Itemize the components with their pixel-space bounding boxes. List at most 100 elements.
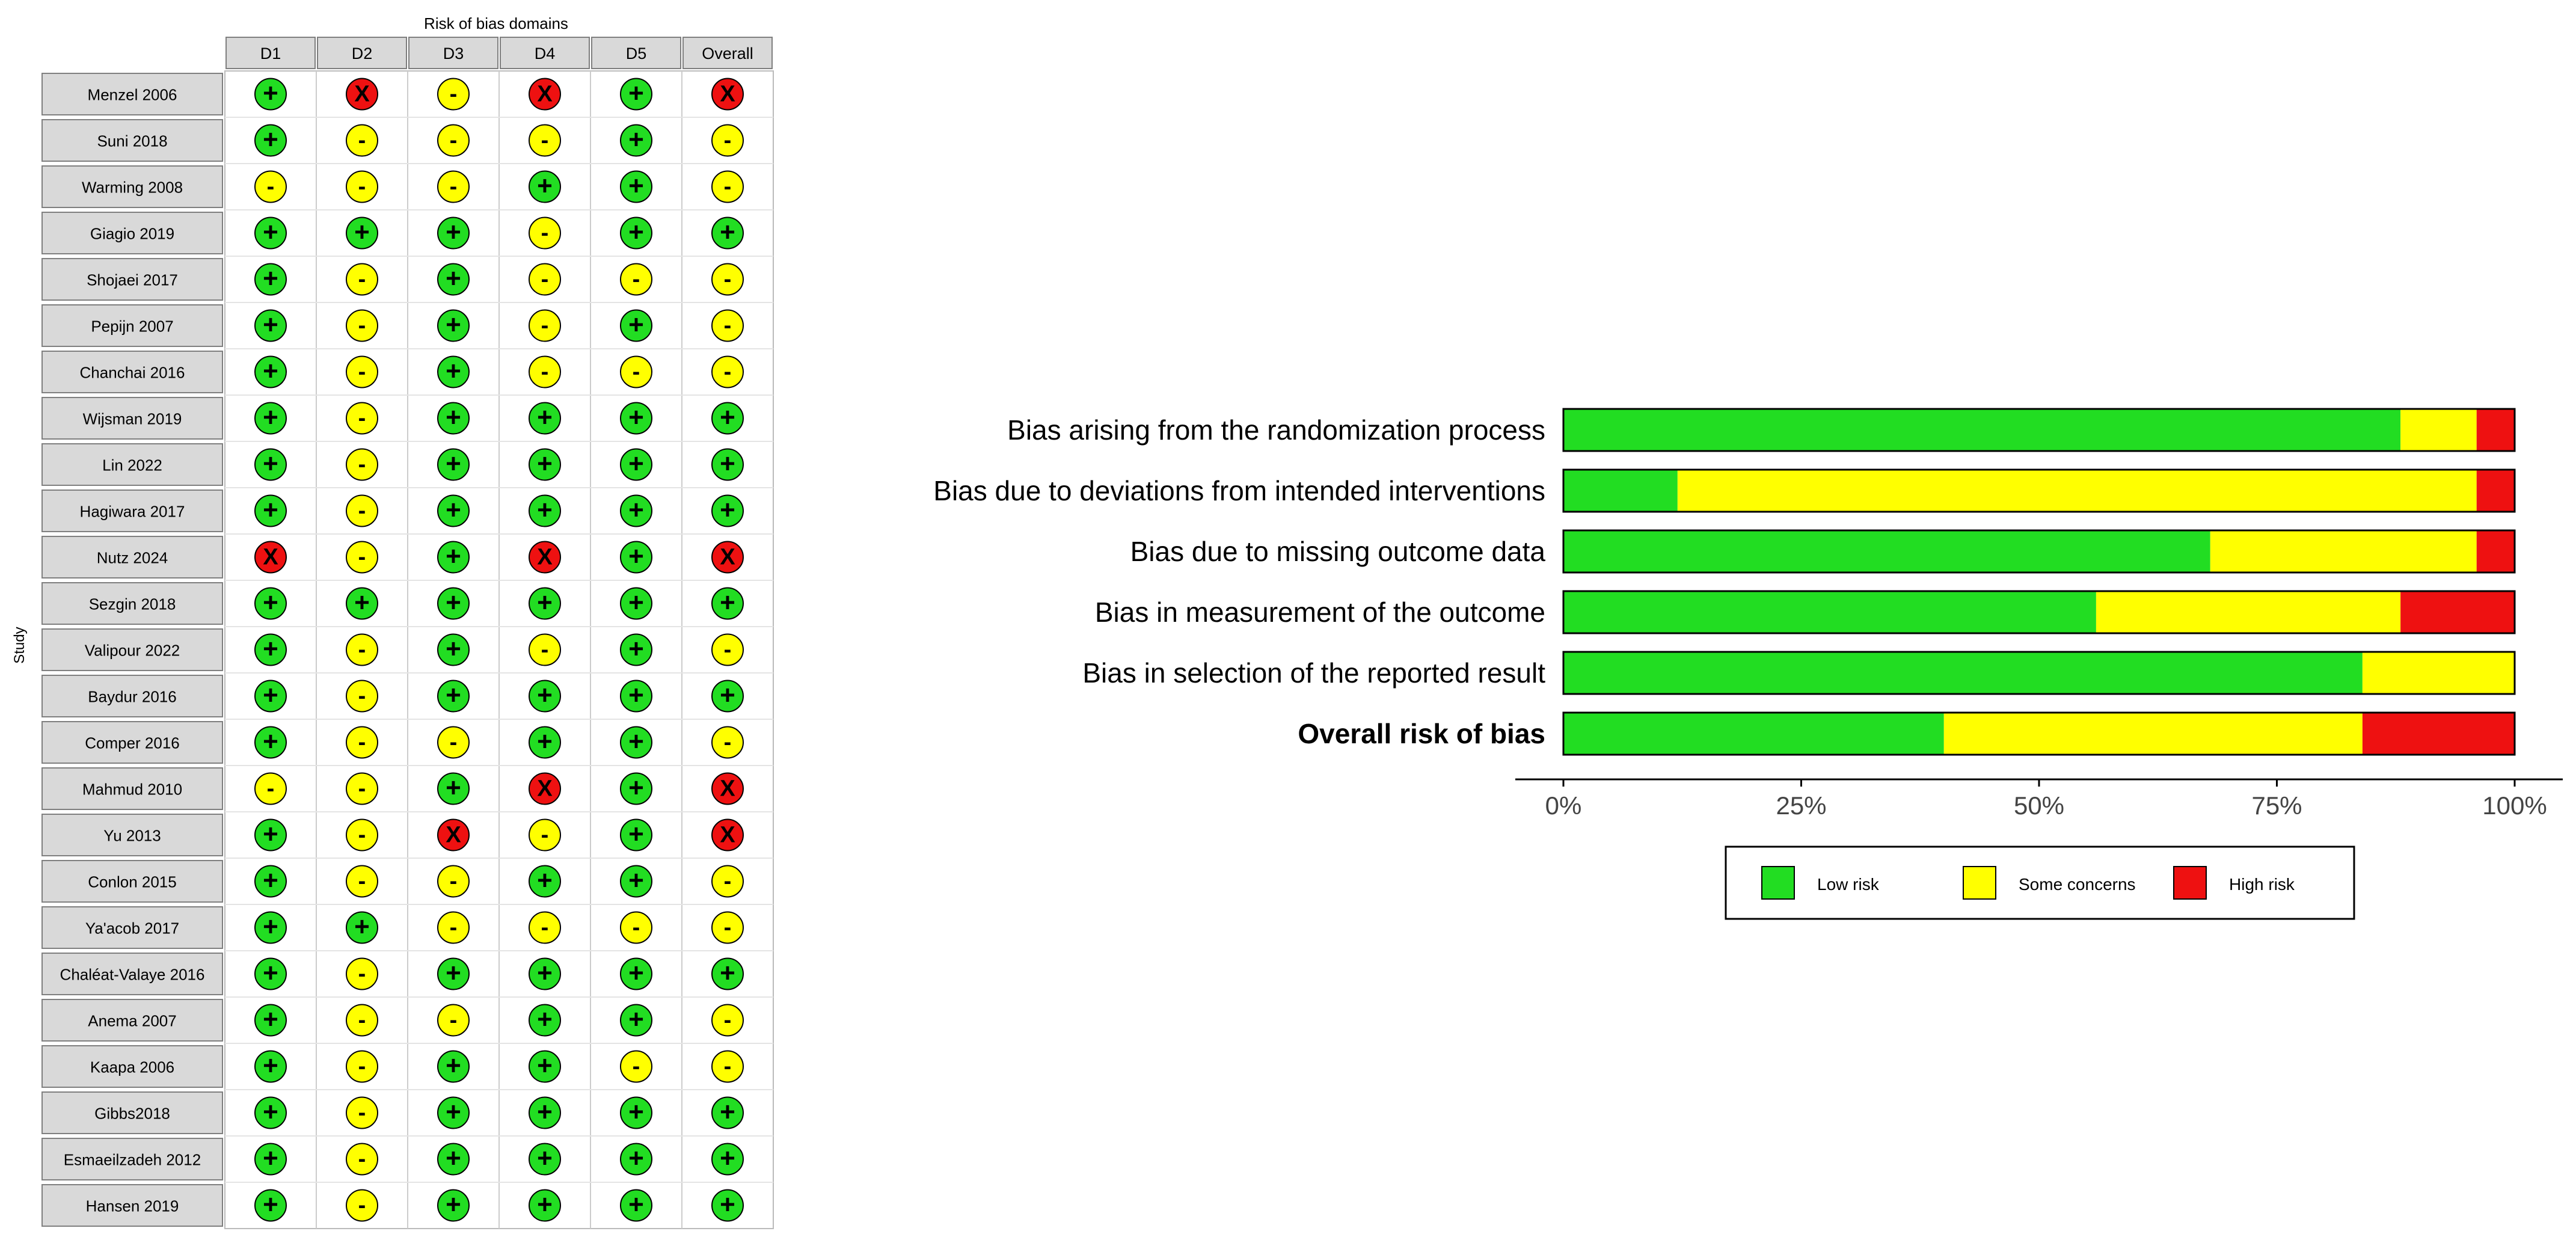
judgement-symbol: + bbox=[720, 1097, 735, 1127]
judgement-high bbox=[437, 818, 470, 852]
study-label-box bbox=[41, 999, 223, 1042]
judgement-symbol: + bbox=[628, 542, 644, 571]
judgement-low bbox=[711, 402, 744, 435]
study-label-box bbox=[41, 1184, 223, 1227]
judgement-some bbox=[711, 633, 744, 666]
judgement-low bbox=[254, 1050, 287, 1083]
judgement-symbol: - bbox=[358, 730, 366, 755]
judgement-low bbox=[529, 680, 561, 713]
judgement-low bbox=[254, 680, 287, 713]
domain-header bbox=[682, 37, 773, 69]
judgement-symbol: - bbox=[724, 1008, 732, 1033]
judgement-symbol: + bbox=[628, 496, 644, 525]
judgement-low bbox=[254, 494, 287, 527]
judgement-symbol: - bbox=[358, 313, 366, 339]
judgement-symbol: - bbox=[358, 684, 366, 709]
domain-header-label: D2 bbox=[352, 45, 373, 63]
judgement-symbol: + bbox=[720, 449, 735, 479]
domain-header bbox=[317, 37, 407, 69]
judgement-low bbox=[254, 309, 287, 342]
judgement-low bbox=[620, 957, 652, 990]
bar-segment bbox=[2400, 591, 2515, 633]
bar-segment bbox=[1563, 409, 2401, 451]
judgement-some bbox=[529, 911, 561, 944]
domain-header-label: D3 bbox=[443, 45, 464, 63]
judgement-low bbox=[437, 448, 470, 481]
study-label: Suni 2018 bbox=[97, 132, 167, 150]
judgement-symbol: + bbox=[537, 727, 553, 757]
judgement-symbol: - bbox=[358, 499, 366, 524]
legend-label: High risk bbox=[2229, 875, 2295, 894]
judgement-high bbox=[711, 78, 744, 111]
judgement-symbol: + bbox=[537, 403, 553, 432]
judgement-symbol: + bbox=[263, 1005, 278, 1034]
judgement-some bbox=[711, 1004, 744, 1037]
judgement-some bbox=[437, 170, 470, 203]
judgement-some bbox=[346, 865, 378, 898]
judgement-low bbox=[620, 633, 652, 666]
judgement-low bbox=[437, 355, 470, 388]
judgement-low bbox=[620, 818, 652, 852]
judgement-symbol: + bbox=[537, 449, 553, 479]
judgement-symbol: - bbox=[358, 962, 366, 987]
judgement-low bbox=[620, 124, 652, 157]
judgement-some bbox=[711, 309, 744, 342]
judgement-low bbox=[711, 587, 744, 620]
judgement-symbol: - bbox=[358, 776, 366, 802]
judgement-some bbox=[529, 633, 561, 666]
judgement-symbol: - bbox=[358, 1193, 366, 1218]
judgement-symbol: + bbox=[446, 634, 461, 664]
judgement-symbol: X bbox=[720, 545, 735, 570]
bar-outline bbox=[1562, 408, 2516, 452]
judgement-low bbox=[711, 1096, 744, 1129]
domain-header bbox=[408, 37, 498, 69]
judgement-symbol: - bbox=[450, 1008, 458, 1033]
judgement-low bbox=[529, 170, 561, 203]
judgement-symbol: + bbox=[446, 357, 461, 386]
judgement-low bbox=[254, 355, 287, 388]
judgement-symbol: + bbox=[537, 588, 553, 618]
judgement-symbol: - bbox=[358, 360, 366, 385]
judgement-symbol: - bbox=[633, 360, 640, 385]
legend-box bbox=[1725, 846, 2355, 920]
judgement-low bbox=[437, 680, 470, 713]
judgement-low bbox=[711, 494, 744, 527]
x-tick-label: 25% bbox=[1776, 791, 1826, 820]
judgement-symbol: + bbox=[446, 264, 461, 293]
judgement-some bbox=[346, 726, 378, 759]
judgement-symbol: - bbox=[358, 1147, 366, 1172]
legend: Low risk Some concerns High risk bbox=[1725, 846, 2355, 920]
judgement-high bbox=[529, 541, 561, 574]
judgement-symbol: + bbox=[537, 866, 553, 895]
judgement-low bbox=[346, 911, 378, 944]
judgement-symbol: + bbox=[537, 681, 553, 710]
judgement-symbol: + bbox=[537, 1144, 553, 1173]
bar-outline bbox=[1562, 711, 2516, 756]
study-label: Giagio 2019 bbox=[90, 225, 174, 243]
judgement-some bbox=[346, 448, 378, 481]
study-label-box bbox=[41, 721, 223, 764]
judgement-symbol: + bbox=[263, 449, 278, 479]
judgement-symbol: + bbox=[628, 218, 644, 247]
domain-header-label: D5 bbox=[626, 45, 647, 63]
judgement-some bbox=[437, 124, 470, 157]
judgement-low bbox=[620, 494, 652, 527]
judgement-low bbox=[437, 957, 470, 990]
judgement-low bbox=[254, 1096, 287, 1129]
study-label: Mahmud 2010 bbox=[82, 781, 182, 799]
study-label: Pepijn 2007 bbox=[91, 318, 173, 336]
judgement-symbol: - bbox=[450, 82, 458, 107]
judgement-high bbox=[711, 772, 744, 805]
study-label-box bbox=[41, 814, 223, 856]
judgement-symbol: - bbox=[724, 360, 732, 385]
judgement-symbol: + bbox=[263, 912, 278, 942]
judgement-low bbox=[620, 78, 652, 111]
judgement-symbol: X bbox=[537, 776, 553, 802]
judgement-symbol: + bbox=[263, 403, 278, 432]
judgement-symbol: - bbox=[358, 1054, 366, 1079]
judgement-symbol: + bbox=[446, 1144, 461, 1173]
judgement-low bbox=[711, 1189, 744, 1222]
judgement-symbol: + bbox=[263, 681, 278, 710]
judgement-symbol: + bbox=[354, 218, 370, 247]
study-label-box bbox=[41, 1138, 223, 1180]
